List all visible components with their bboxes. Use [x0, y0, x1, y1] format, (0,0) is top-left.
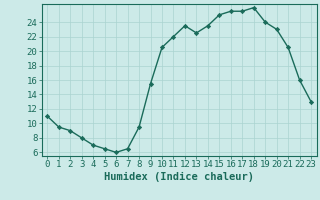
- X-axis label: Humidex (Indice chaleur): Humidex (Indice chaleur): [104, 172, 254, 182]
